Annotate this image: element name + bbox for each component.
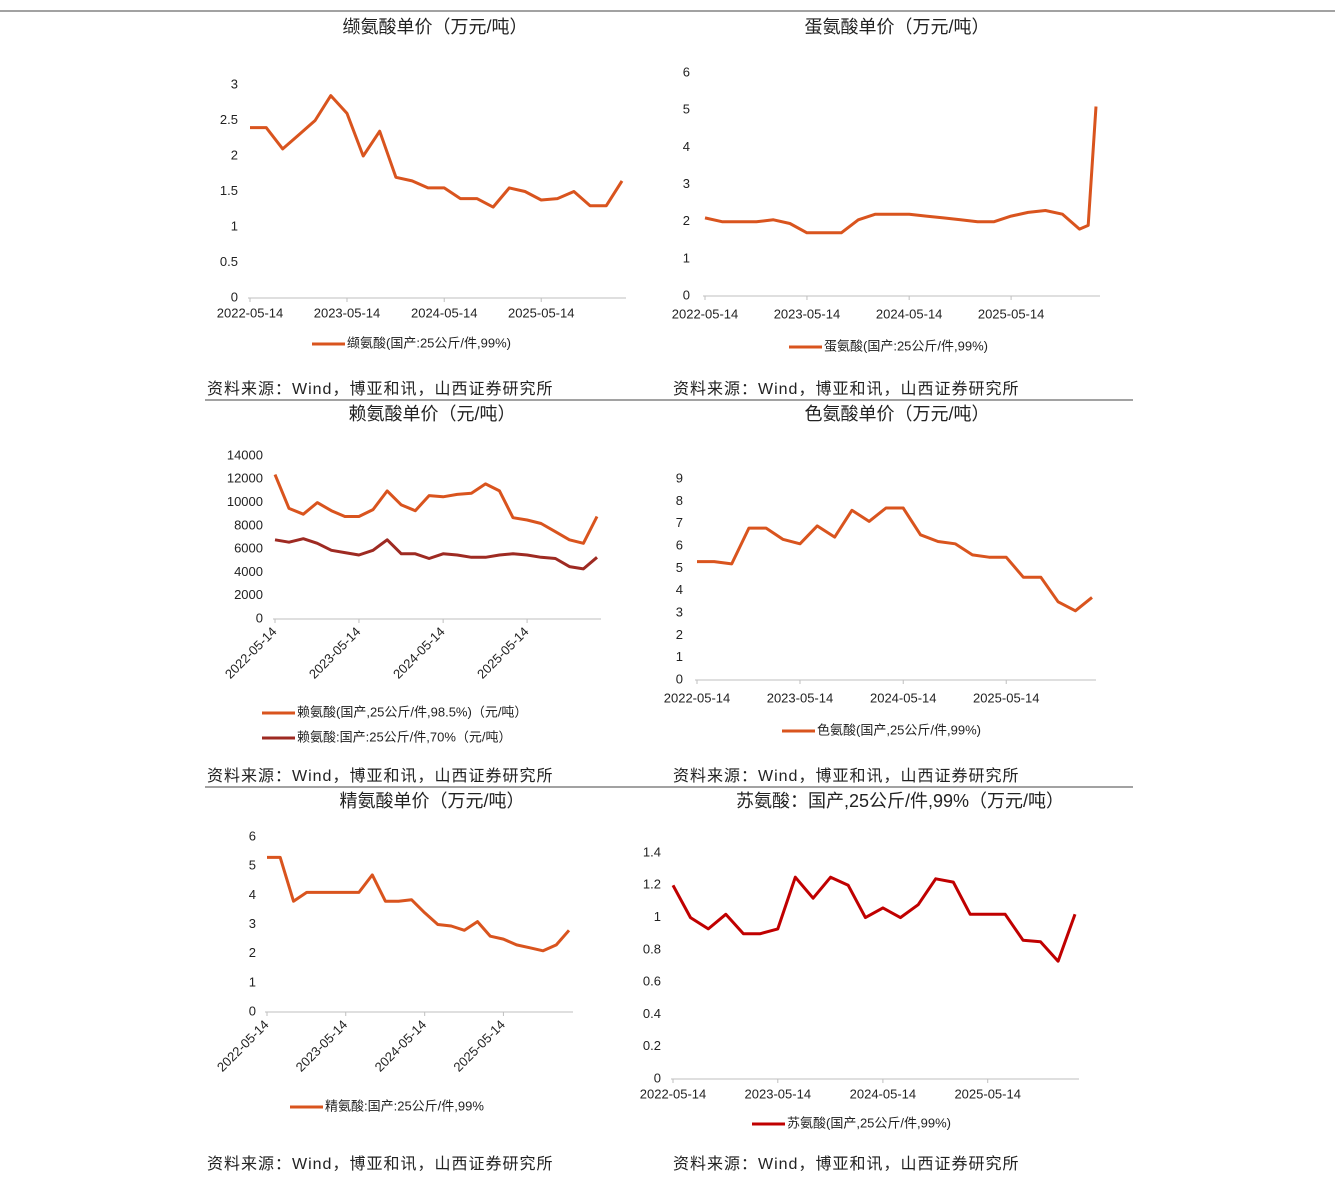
source-note: 资料来源：Wind，博亚和讯，山西证券研究所 xyxy=(207,767,553,785)
y-tick-label: 0 xyxy=(683,287,690,302)
y-tick-label: 0.6 xyxy=(643,974,661,989)
y-tick-label: 3 xyxy=(683,176,690,191)
x-tick-label: 2022-05-14 xyxy=(672,306,739,321)
y-tick-label: 6 xyxy=(683,64,690,79)
y-tick-label: 9 xyxy=(676,470,683,485)
series-line xyxy=(273,474,599,545)
x-tick-label: 2024-05-14 xyxy=(876,306,943,321)
y-tick-label: 2 xyxy=(676,627,683,642)
x-tick-label: 2024-05-14 xyxy=(870,690,937,705)
y-tick-label: 3 xyxy=(231,76,238,91)
y-tick-label: 5 xyxy=(683,102,690,117)
legend-label: 蛋氨酸(国产:25公斤/件,99%) xyxy=(824,338,988,353)
y-tick-label: 2000 xyxy=(234,587,263,602)
legend-label: 赖氨酸:国产:25公斤/件,70%（元/吨） xyxy=(297,729,512,744)
source-note: 资料来源：Wind，博亚和讯，山西证券研究所 xyxy=(673,380,1019,398)
chart-title: 缬氨酸单价（万元/吨） xyxy=(343,17,528,37)
x-tick-label: 2024-05-14 xyxy=(390,624,448,682)
y-tick-label: 8000 xyxy=(234,517,263,532)
chart-title: 蛋氨酸单价（万元/吨） xyxy=(805,17,990,37)
y-tick-label: 0 xyxy=(654,1070,661,1085)
x-tick-label: 2023-05-14 xyxy=(306,624,364,682)
y-tick-label: 12000 xyxy=(227,471,263,486)
legend-label: 色氨酸(国产,25公斤/件,99%) xyxy=(817,722,981,737)
y-tick-label: 1.4 xyxy=(643,844,661,859)
y-tick-label: 8 xyxy=(676,493,683,508)
y-tick-label: 5 xyxy=(249,858,256,873)
y-tick-label: 0.4 xyxy=(643,1006,661,1021)
y-tick-label: 1 xyxy=(231,218,238,233)
x-tick-label: 2023-05-14 xyxy=(745,1086,812,1101)
y-tick-label: 6 xyxy=(676,537,683,552)
y-tick-label: 0.8 xyxy=(643,941,661,956)
y-tick-label: 0 xyxy=(249,1003,256,1018)
series-line xyxy=(274,537,598,571)
x-tick-label: 2025-05-14 xyxy=(474,624,532,682)
y-tick-label: 1 xyxy=(676,649,683,664)
x-tick-label: 2025-05-14 xyxy=(508,305,575,320)
chart-title: 精氨酸单价（万元/吨） xyxy=(340,791,525,811)
y-tick-label: 2.5 xyxy=(220,112,238,127)
x-tick-label: 2022-05-14 xyxy=(214,1017,272,1075)
x-tick-label: 2022-05-14 xyxy=(217,305,284,320)
y-tick-label: 4 xyxy=(676,582,683,597)
source-note: 资料来源：Wind，博亚和讯，山西证券研究所 xyxy=(673,1155,1019,1173)
chart-title: 色氨酸单价（万元/吨） xyxy=(805,404,990,424)
chart-title: 苏氨酸：国产,25公斤/件,99%（万元/吨） xyxy=(736,791,1064,811)
y-tick-label: 6 xyxy=(249,828,256,843)
legend-label: 赖氨酸(国产,25公斤/件,98.5%)（元/吨） xyxy=(297,704,527,719)
series-line xyxy=(267,855,571,953)
y-tick-label: 2 xyxy=(231,147,238,162)
source-note: 资料来源：Wind，博亚和讯，山西证券研究所 xyxy=(673,767,1019,785)
y-tick-label: 6000 xyxy=(234,541,263,556)
y-tick-label: 3 xyxy=(249,916,256,931)
y-tick-label: 1.2 xyxy=(643,877,661,892)
y-tick-label: 0.5 xyxy=(220,254,238,269)
y-tick-label: 4000 xyxy=(234,564,263,579)
y-tick-label: 0.2 xyxy=(643,1038,661,1053)
x-tick-label: 2025-05-14 xyxy=(954,1086,1021,1101)
y-tick-label: 0 xyxy=(676,671,683,686)
x-tick-label: 2023-05-14 xyxy=(767,690,834,705)
y-tick-label: 7 xyxy=(676,515,683,530)
legend-label: 缬氨酸(国产:25公斤/件,99%) xyxy=(347,335,511,350)
y-tick-label: 0 xyxy=(256,610,263,625)
y-tick-label: 1 xyxy=(654,909,661,924)
legend-label: 精氨酸:国产:25公斤/件,99% xyxy=(325,1098,484,1113)
x-tick-label: 2023-05-14 xyxy=(293,1017,351,1075)
y-tick-label: 1 xyxy=(683,250,690,265)
y-tick-label: 4 xyxy=(683,139,690,154)
y-tick-label: 2 xyxy=(249,945,256,960)
x-tick-label: 2022-05-14 xyxy=(664,690,731,705)
x-tick-label: 2024-05-14 xyxy=(850,1086,917,1101)
series-line xyxy=(250,94,624,209)
x-tick-label: 2025-05-14 xyxy=(450,1017,508,1075)
series-line xyxy=(697,506,1093,613)
series-line xyxy=(704,106,1098,235)
legend-label: 苏氨酸(国产,25公斤/件,99%) xyxy=(787,1115,951,1130)
y-tick-label: 10000 xyxy=(227,494,263,509)
y-tick-label: 3 xyxy=(676,604,683,619)
x-tick-label: 2025-05-14 xyxy=(973,690,1040,705)
y-tick-label: 5 xyxy=(676,560,683,575)
y-tick-label: 1.5 xyxy=(220,183,238,198)
series-line xyxy=(671,875,1077,963)
y-tick-label: 0 xyxy=(231,289,238,304)
y-tick-label: 14000 xyxy=(227,447,263,462)
source-note: 资料来源：Wind，博亚和讯，山西证券研究所 xyxy=(207,380,553,398)
y-tick-label: 4 xyxy=(249,887,256,902)
x-tick-label: 2024-05-14 xyxy=(372,1017,430,1075)
x-tick-label: 2022-05-14 xyxy=(222,624,280,682)
y-tick-label: 1 xyxy=(249,974,256,989)
y-tick-label: 2 xyxy=(683,213,690,228)
chart-title: 赖氨酸单价（元/吨） xyxy=(348,404,515,424)
x-tick-label: 2024-05-14 xyxy=(411,305,478,320)
x-tick-label: 2025-05-14 xyxy=(978,306,1045,321)
source-note: 资料来源：Wind，博亚和讯，山西证券研究所 xyxy=(207,1155,553,1173)
x-tick-label: 2023-05-14 xyxy=(314,305,381,320)
x-tick-label: 2022-05-14 xyxy=(640,1086,707,1101)
x-tick-label: 2023-05-14 xyxy=(774,306,841,321)
